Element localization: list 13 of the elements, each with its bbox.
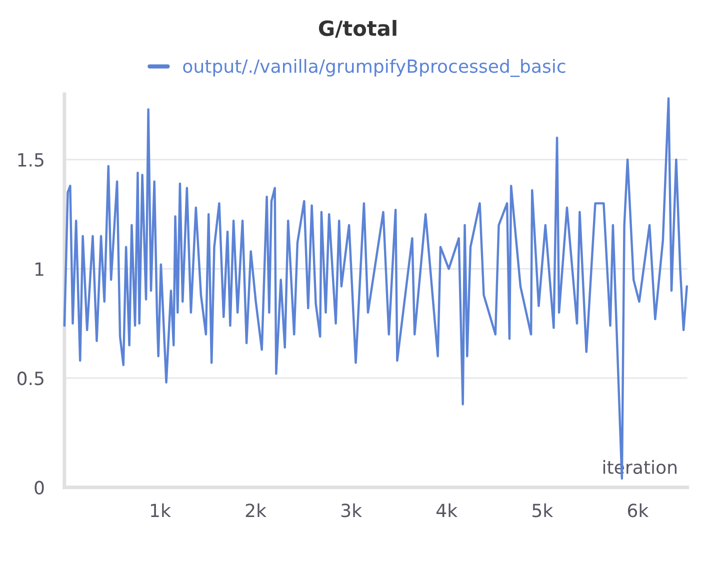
- y-tick-label: 1.5: [18, 153, 44, 167]
- x-tick-label: 5k: [532, 503, 554, 518]
- x-tick-label: 6k: [628, 503, 649, 518]
- x-tick-label: 3k: [341, 503, 362, 518]
- x-tick-label: 1k: [150, 503, 171, 518]
- line-series: [63, 97, 688, 480]
- y-tick-label: 1: [35, 262, 44, 276]
- x-tick-label: 4k: [436, 503, 458, 518]
- x-tick-label: 2k: [246, 503, 266, 518]
- legend-label: output/./vanilla/grumpifyBprocessed_basic: [183, 59, 566, 77]
- chart-title: G/total: [318, 20, 396, 38]
- y-tick-label: 0: [34, 480, 44, 494]
- y-tick-label: 0.5: [17, 372, 44, 386]
